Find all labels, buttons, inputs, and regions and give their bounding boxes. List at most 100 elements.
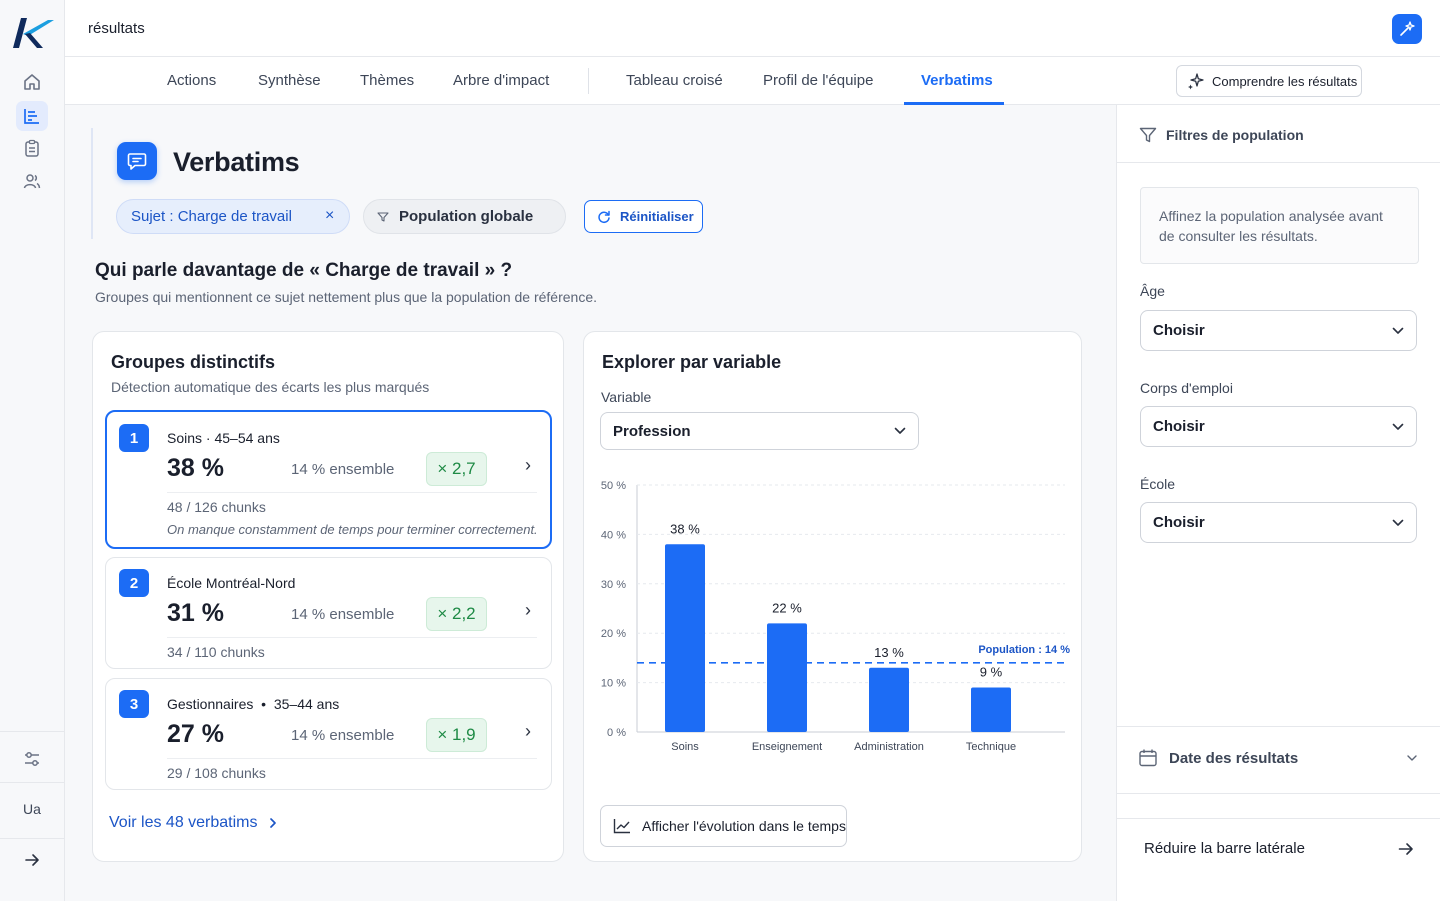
group-name: Soins · 45–54 ans	[167, 430, 280, 446]
corps-emploi-select[interactable]: Choisir	[1140, 406, 1417, 447]
population-chip[interactable]: Population globale	[363, 199, 566, 234]
bar-chart-icon	[24, 109, 39, 124]
groups-card-title: Groupes distinctifs	[111, 352, 276, 372]
tab-tableau-croise[interactable]: Tableau croisé	[626, 72, 723, 89]
y-tick-label: 50 %	[601, 480, 626, 492]
chevron-down-icon	[1392, 327, 1404, 334]
date-title: Date des résultats	[1169, 749, 1299, 767]
variable-select[interactable]: Profession	[600, 412, 919, 450]
chevron-right-icon[interactable]: ›	[525, 600, 531, 620]
ai-assistant-button[interactable]	[1392, 14, 1422, 44]
sparkle-wand-icon	[1400, 21, 1415, 36]
see-all-verbatims-link[interactable]: Voir les 48 verbatims	[109, 814, 278, 832]
sparkles-icon	[1188, 73, 1204, 90]
reduce-sidebar-button[interactable]: Réduire la barre latérale	[1144, 840, 1414, 857]
rank-badge: 2	[119, 569, 149, 597]
group-ensemble: 14 % ensemble	[291, 461, 395, 478]
close-icon[interactable]: ×	[325, 207, 335, 224]
y-tick-label: 20 %	[601, 628, 626, 640]
app-logo[interactable]	[10, 14, 56, 50]
bar-value-label: 38 %	[670, 521, 700, 536]
groups-card-subtitle: Détection automatique des écarts les plu…	[111, 379, 430, 395]
y-tick-label: 0 %	[607, 727, 626, 739]
question-title: Qui parle davantage de « Charge de trava…	[95, 260, 513, 281]
x-tick-label: Soins	[671, 741, 699, 753]
verbatims-badge	[117, 142, 157, 180]
sliders-icon	[25, 752, 39, 766]
bar-administration	[869, 667, 909, 732]
evolution-label: Afficher l'évolution dans le temps	[642, 818, 846, 834]
tab-arbre-impact[interactable]: Arbre d'impact	[453, 72, 550, 89]
reset-label: Réinitialiser	[620, 209, 694, 224]
age-select[interactable]: Choisir	[1140, 310, 1417, 351]
rank-badge: 1	[119, 424, 149, 452]
bar-technique	[971, 687, 1011, 732]
tab-verbatims[interactable]: Verbatims	[921, 72, 993, 89]
ecole-select[interactable]: Choisir	[1140, 502, 1417, 543]
chevron-right-icon	[269, 818, 276, 828]
nav-results[interactable]	[16, 101, 48, 131]
question-subtitle: Groupes qui mentionnent ce sujet netteme…	[95, 289, 597, 305]
bar-soins	[665, 544, 705, 732]
show-evolution-button[interactable]: Afficher l'évolution dans le temps	[600, 805, 847, 847]
group-percentage: 38 %	[167, 454, 224, 482]
chevron-down-icon	[1392, 519, 1404, 526]
y-tick-label: 30 %	[601, 579, 626, 591]
filters-hint: Affinez la population analysée avant de …	[1140, 187, 1419, 264]
nav-surveys[interactable]	[16, 133, 48, 163]
filter-label-age: Âge	[1140, 283, 1165, 299]
tab-themes[interactable]: Thèmes	[360, 72, 415, 89]
rank-badge: 3	[119, 690, 149, 718]
filter-icon	[1139, 127, 1157, 143]
group-chunks: 34 / 110 chunks	[167, 644, 265, 660]
expand-rail-button[interactable]	[16, 845, 48, 875]
subject-filter-chip[interactable]: Sujet : Charge de travail ×	[116, 199, 350, 234]
divider	[167, 492, 537, 493]
sidebar-divider	[1117, 726, 1440, 727]
group-percentage: 27 %	[167, 720, 224, 748]
group-name: Gestionnaires • 35–44 ans	[167, 696, 340, 712]
explore-card-title: Explorer par variable	[602, 352, 782, 372]
group-ensemble: 14 % ensemble	[291, 727, 395, 744]
refresh-icon	[598, 210, 610, 223]
nav-settings[interactable]	[16, 744, 48, 774]
chevron-right-icon[interactable]: ›	[525, 455, 531, 475]
x-tick-label: Enseignement	[752, 741, 822, 753]
group-chunks: 29 / 108 chunks	[167, 765, 266, 781]
filter-icon	[377, 211, 389, 222]
tab-synthese[interactable]: Synthèse	[258, 72, 321, 89]
user-avatar[interactable]: Ua	[23, 801, 41, 817]
filter-label-corps-emploi: Corps d'emploi	[1140, 380, 1233, 396]
subject-chip-label: Sujet : Charge de travail	[131, 208, 292, 225]
bar-value-label: 13 %	[874, 645, 904, 660]
filters-title: Filtres de population	[1166, 127, 1304, 143]
group-name: École Montréal-Nord	[167, 575, 296, 591]
nav-home[interactable]	[16, 67, 48, 97]
variable-select-value: Profession	[613, 422, 691, 440]
see-all-label: Voir les 48 verbatims	[109, 814, 258, 831]
age-select-value: Choisir	[1153, 322, 1205, 339]
top-bar	[65, 0, 1440, 57]
arrow-right-icon	[25, 854, 39, 866]
tab-profil-equipe[interactable]: Profil de l'équipe	[763, 72, 874, 89]
reset-button[interactable]: Réinitialiser	[584, 200, 703, 233]
home-icon	[24, 74, 40, 90]
bar-enseignement	[767, 623, 807, 732]
header-accent-line	[91, 128, 93, 239]
chevron-right-icon[interactable]: ›	[525, 721, 531, 741]
group-percentage: 31 %	[167, 599, 224, 627]
nav-people[interactable]	[16, 166, 48, 196]
sidebar-divider	[1117, 818, 1440, 819]
comprendre-resultats-button[interactable]: Comprendre les résultats	[1176, 65, 1362, 97]
active-tab-indicator	[904, 102, 1004, 105]
rail-divider	[0, 782, 64, 783]
line-chart-icon	[613, 819, 630, 834]
divider	[167, 637, 537, 638]
date-results-toggle[interactable]: Date des résultats	[1138, 748, 1418, 768]
calendar-icon	[1139, 749, 1157, 767]
tab-actions[interactable]: Actions	[167, 72, 217, 89]
arrow-right-icon	[1398, 842, 1413, 855]
filter-label-ecole: École	[1140, 476, 1176, 492]
comprendre-label: Comprendre les résultats	[1212, 73, 1358, 89]
bar-value-label: 9 %	[980, 665, 1003, 680]
